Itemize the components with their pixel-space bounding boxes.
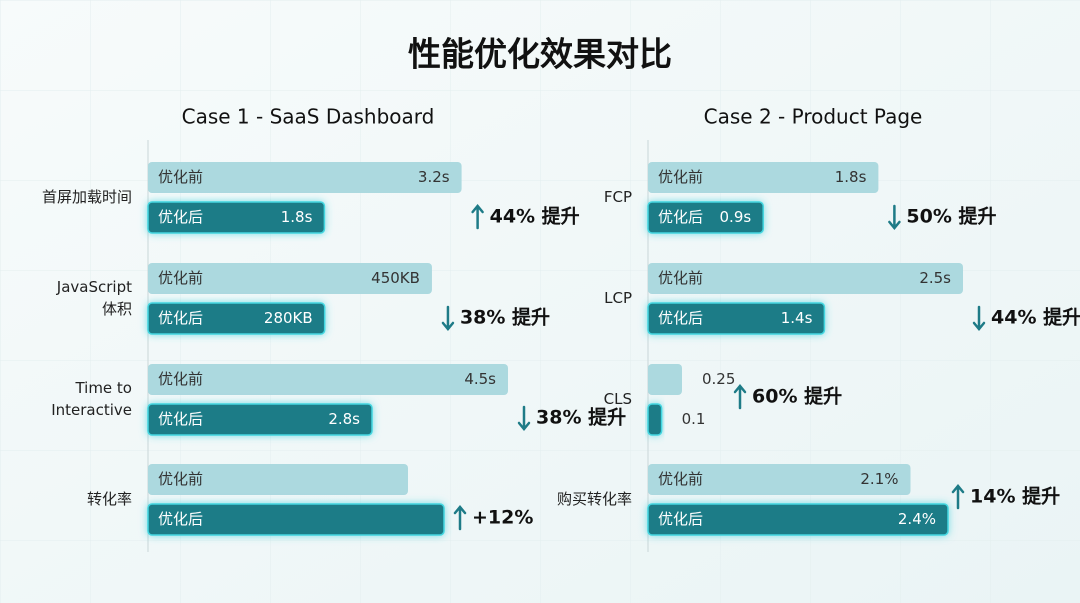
change-arrow bbox=[733, 384, 747, 410]
chart-title: 性能优化效果对比 bbox=[408, 35, 672, 74]
before-bar bbox=[648, 464, 911, 495]
change-arrow bbox=[441, 305, 455, 331]
bar-category-label: 优化后 bbox=[658, 208, 703, 226]
after-bar bbox=[147, 201, 326, 234]
metric-name: CLS bbox=[604, 390, 632, 408]
bar-category-label: 优化后 bbox=[158, 410, 203, 428]
value-label: 0.9s bbox=[720, 208, 752, 226]
metric-name: Interactive bbox=[51, 401, 132, 419]
bar-category-label: 优化后 bbox=[158, 510, 203, 528]
change-label: 60% 提升 bbox=[752, 385, 842, 408]
metric-name: 转化率 bbox=[87, 490, 132, 508]
before-bar bbox=[648, 162, 879, 193]
value-label: 1.8s bbox=[835, 168, 867, 186]
after-bar bbox=[147, 403, 373, 436]
metric-name: 购买转化率 bbox=[557, 490, 632, 508]
change-arrow bbox=[888, 204, 901, 230]
bar-category-label: 优化后 bbox=[158, 208, 203, 226]
before-bar bbox=[148, 464, 408, 495]
change-arrow bbox=[972, 305, 986, 331]
change-arrow bbox=[453, 505, 467, 531]
before-bar bbox=[148, 263, 432, 294]
change-label: 14% 提升 bbox=[970, 485, 1060, 508]
metric-name: FCP bbox=[604, 188, 632, 206]
value-label: 4.5s bbox=[464, 370, 496, 388]
change-label: 44% 提升 bbox=[490, 205, 580, 228]
value-label: 280KB bbox=[264, 309, 313, 327]
panel-subtitle: Case 2 - Product Page bbox=[704, 105, 923, 129]
metric-name: 首屏加载时间 bbox=[42, 188, 132, 206]
bar-category-label: 优化前 bbox=[658, 269, 703, 287]
value-label: 1.8s bbox=[281, 208, 313, 226]
metric-name: LCP bbox=[604, 289, 632, 307]
before-bar bbox=[648, 263, 963, 294]
before-bar bbox=[148, 162, 462, 193]
before-bar bbox=[648, 364, 682, 395]
value-label: 2.8s bbox=[328, 410, 360, 428]
change-label: 44% 提升 bbox=[991, 306, 1080, 329]
change-label: 38% 提升 bbox=[460, 306, 550, 329]
value-label: 0.25 bbox=[702, 370, 735, 388]
value-label: 0.1 bbox=[682, 410, 706, 428]
change-label: 38% 提升 bbox=[536, 406, 626, 429]
bar-category-label: 优化后 bbox=[658, 309, 703, 327]
metric-name: JavaScript bbox=[56, 278, 132, 296]
bar-category-label: 优化前 bbox=[658, 470, 703, 488]
metric-name: 体积 bbox=[102, 300, 132, 318]
value-label: 450KB bbox=[371, 269, 420, 287]
value-label: 2.1% bbox=[860, 470, 898, 488]
bar-category-label: 优化前 bbox=[158, 168, 203, 186]
bar-category-label: 优化前 bbox=[658, 168, 703, 186]
value-label: 2.5s bbox=[919, 269, 951, 287]
bar-category-label: 优化前 bbox=[158, 470, 203, 488]
after-bar bbox=[647, 403, 663, 436]
after-bar bbox=[647, 302, 826, 335]
change-arrow bbox=[471, 204, 484, 230]
bar-category-label: 优化前 bbox=[158, 370, 203, 388]
bar-category-label: 优化后 bbox=[158, 309, 203, 327]
bar-category-label: 优化后 bbox=[658, 510, 703, 528]
after-bar bbox=[147, 302, 326, 335]
after-bar bbox=[147, 503, 445, 536]
change-arrow bbox=[517, 405, 531, 431]
after-bar bbox=[647, 503, 949, 536]
bar-category-label: 优化前 bbox=[158, 269, 203, 287]
before-bar bbox=[148, 364, 508, 395]
panel-subtitle: Case 1 - SaaS Dashboard bbox=[182, 105, 435, 129]
value-label: 1.4s bbox=[781, 309, 813, 327]
change-label: +12% bbox=[472, 507, 533, 529]
value-label: 2.4% bbox=[898, 510, 936, 528]
change-arrow bbox=[951, 484, 965, 510]
value-label: 3.2s bbox=[418, 168, 450, 186]
after-bar bbox=[647, 201, 764, 234]
change-label: 50% 提升 bbox=[906, 205, 996, 228]
metric-name: Time to bbox=[74, 379, 132, 397]
